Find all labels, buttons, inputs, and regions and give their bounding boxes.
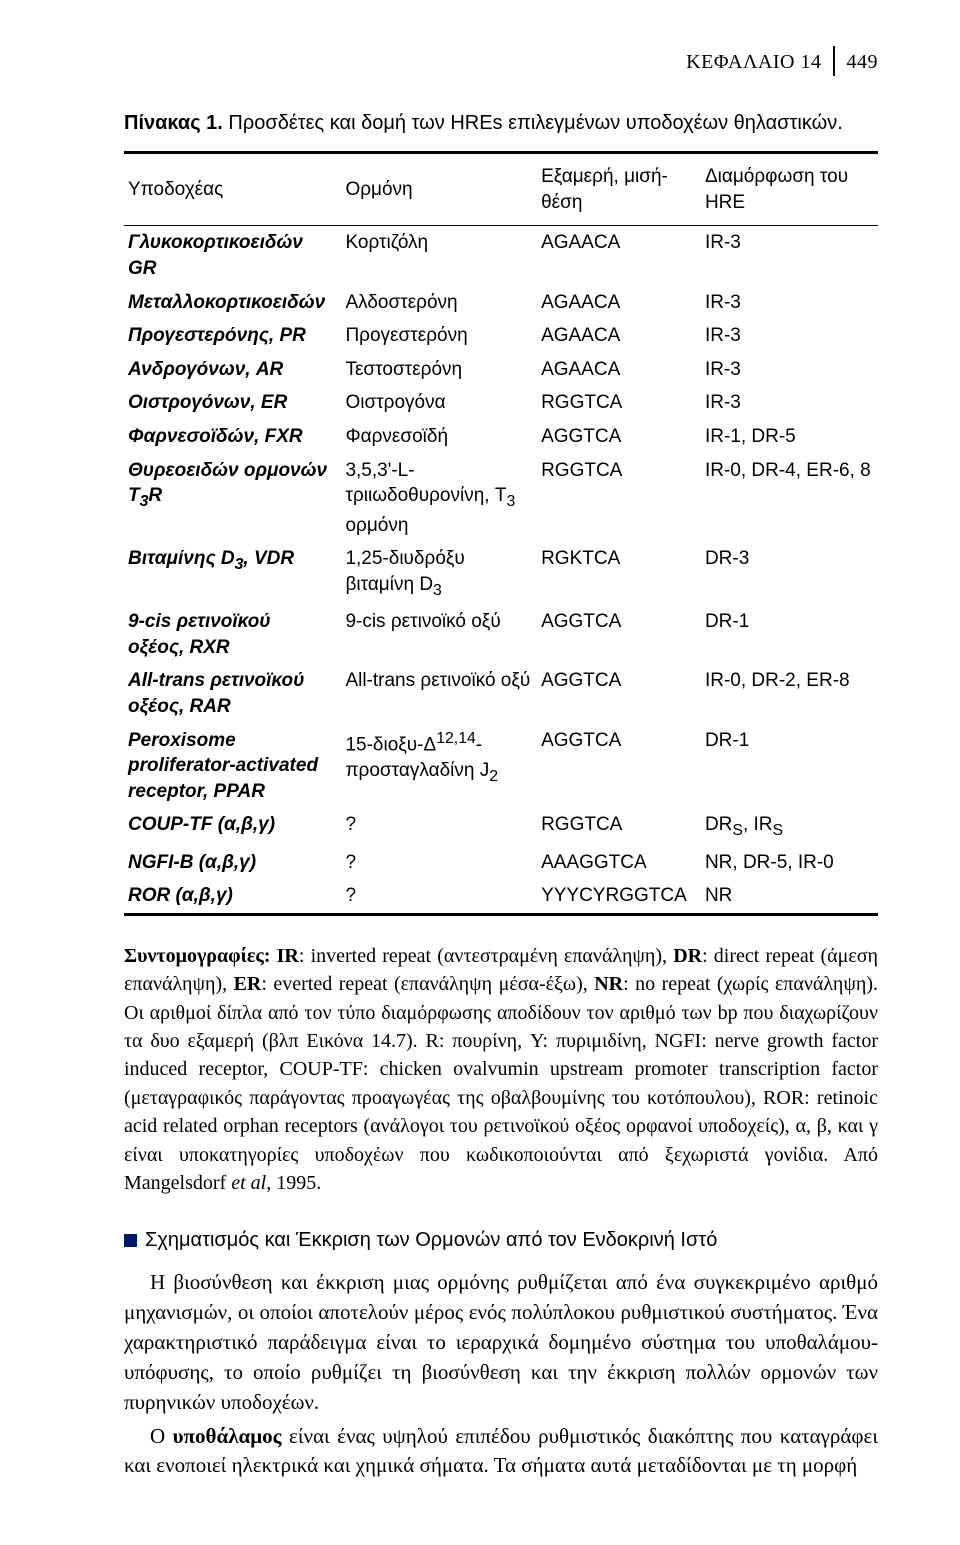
cell-hexamer: AGGTCA <box>537 420 701 454</box>
cell-hexamer: AGAACA <box>537 286 701 320</box>
cell-receptor: All-trans ρετινοϊκού οξέος, RAR <box>124 664 341 723</box>
cell-hormone: 3,5,3'-L-τριιωδοθυρονίνη, T3 ορμόνη <box>341 454 537 542</box>
th-receptor: Υποδοχέας <box>124 153 341 226</box>
cell-receptor: Φαρνεσοϊδών, FXR <box>124 420 341 454</box>
body-paragraph-2: Ο υποθάλαμος είναι ένας υψηλού επιπέδου … <box>124 1422 878 1482</box>
cell-hexamer: RGKTCA <box>537 542 701 605</box>
cell-hexamer: AGGTCA <box>537 664 701 723</box>
cell-hormone: Προγεστερόνη <box>341 319 537 353</box>
cell-hormone: All-trans ρετινοϊκό οξύ <box>341 664 537 723</box>
table-body: Γλυκοκορτικοειδών GRΚορτιζόληAGAACAIR-3Μ… <box>124 226 878 915</box>
chapter-header: ΚΕΦΑΛΑΙΟ 14 449 <box>124 46 878 76</box>
cell-hre: IR-3 <box>701 226 878 286</box>
cell-receptor: NGFI-B (α,β,γ) <box>124 846 341 880</box>
cell-receptor: Θυρεοειδών ορμονών T3R <box>124 454 341 542</box>
cell-receptor: Μεταλλοκορτικοειδών <box>124 286 341 320</box>
cell-hexamer: AAAGGTCA <box>537 846 701 880</box>
bullet-icon <box>124 1234 137 1247</box>
cell-hexamer: RGGTCA <box>537 454 701 542</box>
abbreviations: Συντομογραφίες: IR: inverted repeat (αντ… <box>124 942 878 1198</box>
cell-hexamer: YYYCYRGGTCA <box>537 879 701 914</box>
cell-receptor: Γλυκοκορτικοειδών GR <box>124 226 341 286</box>
table-caption: Πίνακας 1. Προσδέτες και δομή των HREs ε… <box>124 110 878 137</box>
cell-hormone: Οιστρογόνα <box>341 386 537 420</box>
cell-hormone: Φαρνεσοϊδή <box>341 420 537 454</box>
th-hre: Διαμόρφωση του HRE <box>701 153 878 226</box>
table-row: Φαρνεσοϊδών, FXRΦαρνεσοϊδήAGGTCAIR-1, DR… <box>124 420 878 454</box>
cell-receptor: Ανδρογόνων, AR <box>124 353 341 387</box>
cell-hormone: 15-διοξυ-Δ12,14-προσταγλαδίνη J2 <box>341 724 537 809</box>
table-row: All-trans ρετινοϊκού οξέος, RARAll-trans… <box>124 664 878 723</box>
cell-hormone: ? <box>341 846 537 880</box>
table-row: Οιστρογόνων, ERΟιστρογόναRGGTCAIR-3 <box>124 386 878 420</box>
table-header-row: Υποδοχέας Ορμόνη Εξαμερή, μισή-θέση Διαμ… <box>124 153 878 226</box>
cell-hre: NR <box>701 879 878 914</box>
cell-hexamer: AGGTCA <box>537 724 701 809</box>
receptor-table: Υποδοχέας Ορμόνη Εξαμερή, μισή-θέση Διαμ… <box>124 151 878 916</box>
cell-receptor: Προγεστερόνης, PR <box>124 319 341 353</box>
cell-hexamer: AGAACA <box>537 319 701 353</box>
table-row: Θυρεοειδών ορμονών T3R3,5,3'-L-τριιωδοθυ… <box>124 454 878 542</box>
header-separator <box>833 46 835 76</box>
cell-hre: IR-3 <box>701 353 878 387</box>
cell-hre: IR-3 <box>701 319 878 353</box>
section-heading: Σχηματισμός και Έκκριση των Ορμονών από … <box>124 1227 878 1254</box>
cell-hormone: Τεστοστερόνη <box>341 353 537 387</box>
cell-receptor: Peroxisome proliferator-activated recept… <box>124 724 341 809</box>
cell-hormone: 9-cis ρετινοϊκό οξύ <box>341 605 537 664</box>
cell-hexamer: AGAACA <box>537 353 701 387</box>
cell-receptor: Βιταμίνης D3, VDR <box>124 542 341 605</box>
cell-hormone: 1,25-διυδρόξυ βιταμίνη D3 <box>341 542 537 605</box>
page-number: 449 <box>847 51 879 73</box>
cell-receptor: Οιστρογόνων, ER <box>124 386 341 420</box>
cell-hormone: ? <box>341 808 537 845</box>
cell-hre: IR-3 <box>701 386 878 420</box>
table-row: NGFI-B (α,β,γ)?AAAGGTCANR, DR-5, IR-0 <box>124 846 878 880</box>
cell-hre: DRS, IRS <box>701 808 878 845</box>
cell-hexamer: AGAACA <box>537 226 701 286</box>
cell-hre: DR-1 <box>701 605 878 664</box>
body-paragraph-1: Η βιοσύνθεση και έκκριση μιας ορμόνης ρυ… <box>124 1268 878 1417</box>
cell-receptor: ROR (α,β,γ) <box>124 879 341 914</box>
th-hexamer: Εξαμερή, μισή-θέση <box>537 153 701 226</box>
table-row: Προγεστερόνης, PRΠρογεστερόνηAGAACAIR-3 <box>124 319 878 353</box>
cell-receptor: 9-cis ρετινοϊκού οξέος, RXR <box>124 605 341 664</box>
cell-hre: IR-0, DR-2, ER-8 <box>701 664 878 723</box>
th-hormone: Ορμόνη <box>341 153 537 226</box>
section-heading-text: Σχηματισμός και Έκκριση των Ορμονών από … <box>145 1229 717 1251</box>
chapter-label: ΚΕΦΑΛΑΙΟ 14 <box>686 51 821 73</box>
cell-hexamer: RGGTCA <box>537 386 701 420</box>
cell-hre: DR-1 <box>701 724 878 809</box>
table-row: Βιταμίνης D3, VDR1,25-διυδρόξυ βιταμίνη … <box>124 542 878 605</box>
cell-hexamer: RGGTCA <box>537 808 701 845</box>
page: ΚΕΦΑΛΑΙΟ 14 449 Πίνακας 1. Προσδέτες και… <box>0 0 960 1545</box>
table-row: 9-cis ρετινοϊκού οξέος, RXR9-cis ρετινοϊ… <box>124 605 878 664</box>
table-row: ROR (α,β,γ)?YYYCYRGGTCANR <box>124 879 878 914</box>
cell-hexamer: AGGTCA <box>537 605 701 664</box>
cell-hormone: ? <box>341 879 537 914</box>
cell-receptor: COUP-TF (α,β,γ) <box>124 808 341 845</box>
table-row: Peroxisome proliferator-activated recept… <box>124 724 878 809</box>
cell-hre: DR-3 <box>701 542 878 605</box>
table-row: Γλυκοκορτικοειδών GRΚορτιζόληAGAACAIR-3 <box>124 226 878 286</box>
cell-hre: IR-3 <box>701 286 878 320</box>
cell-hormone: Αλδοστερόνη <box>341 286 537 320</box>
table-row: Ανδρογόνων, ARΤεστοστερόνηAGAACAIR-3 <box>124 353 878 387</box>
cell-hormone: Κορτιζόλη <box>341 226 537 286</box>
cell-hre: NR, DR-5, IR-0 <box>701 846 878 880</box>
cell-hre: IR-0, DR-4, ER-6, 8 <box>701 454 878 542</box>
cell-hre: IR-1, DR-5 <box>701 420 878 454</box>
table-row: COUP-TF (α,β,γ)?RGGTCADRS, IRS <box>124 808 878 845</box>
table-row: ΜεταλλοκορτικοειδώνΑλδοστερόνηAGAACAIR-3 <box>124 286 878 320</box>
